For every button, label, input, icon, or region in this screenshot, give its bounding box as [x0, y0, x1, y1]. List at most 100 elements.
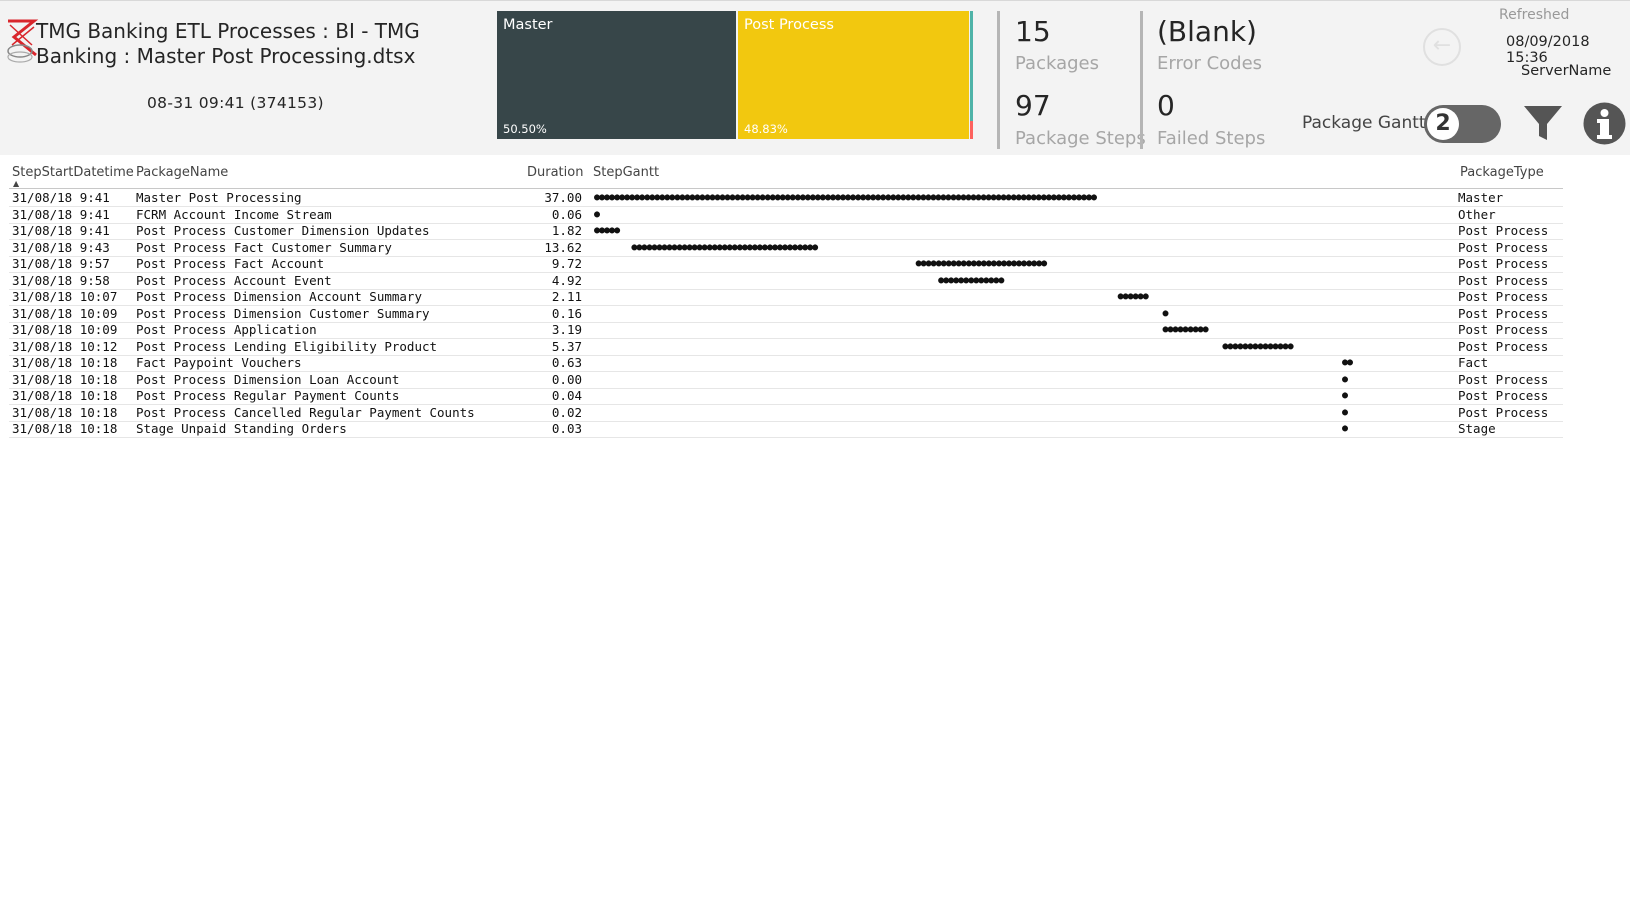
ssis-logo-icon	[7, 19, 39, 63]
page-title: TMG Banking ETL Processes : BI - TMG Ban…	[36, 19, 420, 68]
treemap-tile-small[interactable]	[970, 121, 973, 139]
cell-package-name: Post Process Dimension Account Summary	[136, 289, 422, 304]
divider	[997, 11, 1000, 149]
table-row[interactable]: 31/08/18 10:18 Post Process Regular Payme…	[9, 388, 1563, 405]
column-header-duration[interactable]: Duration	[527, 165, 584, 180]
cell-package-type: Post Process	[1458, 371, 1549, 387]
treemap-tile-percent: 48.83%	[744, 122, 788, 136]
package-type-treemap[interactable]: Master 50.50% Post Process 48.83%	[497, 11, 974, 139]
cell-package-type: Other	[1458, 206, 1496, 222]
cell-package-name: Post Process Fact Account	[136, 256, 325, 271]
cell-package-type: Post Process	[1458, 289, 1549, 304]
table-row[interactable]: 31/08/18 10:18 Fact Paypoint Vouchers 0.63…	[9, 355, 1563, 372]
cell-package-name: Post Process Cancelled Regular Payment C…	[136, 404, 475, 420]
cell-package-type: Post Process	[1458, 305, 1549, 321]
treemap-tile-other[interactable]	[970, 11, 973, 139]
treemap-tile-label: Master	[503, 17, 553, 33]
cell-start-datetime: 31/08/18 10:12	[12, 338, 118, 354]
treemap-tile-percent: 50.50%	[503, 122, 547, 136]
treemap-tile-post-process[interactable]: Post Process 48.83%	[738, 11, 969, 139]
cell-duration: 37.00	[544, 190, 582, 205]
cell-package-name: Post Process Customer Dimension Updates	[136, 223, 430, 238]
cell-start-datetime: 31/08/18 9:57	[12, 256, 110, 271]
treemap-tile-master[interactable]: Master 50.50%	[497, 11, 736, 139]
column-header-package[interactable]: PackageName	[136, 165, 229, 180]
refreshed-value: 08/09/2018 15:36	[1506, 34, 1590, 66]
table-row[interactable]: 31/08/18 9:58 Post Process Account Event 4…	[9, 273, 1563, 290]
package-gantt-label: Package Gantt	[1302, 113, 1426, 133]
cell-start-datetime: 31/08/18 10:18	[12, 421, 118, 436]
cell-duration: 4.92	[551, 272, 582, 288]
cell-duration: 0.02	[551, 404, 582, 420]
cell-step-gantt: ●	[1342, 406, 1348, 418]
cell-duration: 2.11	[551, 289, 582, 304]
table-row[interactable]: 31/08/18 10:12 Post Process Lending Eligi…	[9, 339, 1563, 356]
cell-step-gantt: ●	[1342, 373, 1348, 385]
cell-package-type: Post Process	[1458, 223, 1549, 238]
cell-duration: 0.06	[551, 206, 582, 222]
cell-start-datetime: 31/08/18 9:41	[12, 190, 110, 205]
cell-start-datetime: 31/08/18 9:43	[12, 239, 110, 255]
treemap-tile-label: Post Process	[744, 17, 834, 33]
table-row[interactable]: 31/08/18 10:18 Post Process Dimension Loa…	[9, 372, 1563, 389]
column-header-type[interactable]: PackageType	[1460, 165, 1544, 180]
package-gantt-toggle[interactable]: 2	[1424, 105, 1501, 143]
cell-duration: 0.16	[551, 305, 582, 321]
error-codes-label: Error Codes	[1157, 53, 1263, 74]
cell-step-gantt: ●	[1162, 307, 1168, 319]
table-row[interactable]: 31/08/18 10:18 Post Process Cancelled Reg…	[9, 405, 1563, 422]
table-row[interactable]: 31/08/18 9:41 Master Post Processing 37.00…	[9, 190, 1563, 207]
cell-start-datetime: 31/08/18 9:41	[12, 206, 110, 222]
cell-step-gantt: ●●●●●●●●●●●●●●	[1222, 340, 1293, 352]
cell-start-datetime: 31/08/18 10:18	[12, 371, 118, 387]
cell-start-datetime: 31/08/18 10:18	[12, 404, 118, 420]
filter-icon[interactable]	[1522, 102, 1564, 144]
cell-step-gantt: ●●●●●●	[1117, 291, 1149, 302]
cell-start-datetime: 31/08/18 10:09	[12, 322, 118, 337]
cell-start-datetime: 31/08/18 9:58	[12, 272, 110, 288]
cell-package-name: Post Process Lending Eligibility Product	[136, 338, 438, 354]
cell-start-datetime: 31/08/18 10:18	[12, 355, 118, 370]
cell-package-name: Master Post Processing	[136, 190, 302, 205]
cell-package-name: Post Process Application	[136, 322, 317, 337]
cell-step-gantt: ●	[594, 208, 600, 220]
cell-package-type: Post Process	[1458, 404, 1549, 420]
cell-package-name: Fact Paypoint Vouchers	[136, 355, 302, 370]
table-row[interactable]: 31/08/18 9:43 Post Process Fact Customer …	[9, 240, 1563, 257]
cell-step-gantt: ●●●●●	[594, 225, 620, 236]
failed-steps-label: Failed Steps	[1157, 128, 1266, 149]
refreshed-label: Refreshed	[1499, 7, 1570, 23]
table-row[interactable]: 31/08/18 10:18 Stage Unpaid Standing Orde…	[9, 421, 1563, 438]
table-row[interactable]: 31/08/18 10:07 Post Process Dimension Acc…	[9, 289, 1563, 306]
cell-package-name: Stage Unpaid Standing Orders	[136, 421, 347, 436]
cell-package-type: Fact	[1458, 355, 1489, 370]
cell-step-gantt: ●●●●●●●●●●●●●●●●●●●●●●●●●●●●●●●●●●●●●●●●…	[594, 192, 1097, 203]
table-row[interactable]: 31/08/18 10:09 Post Process Dimension Cus…	[9, 306, 1563, 323]
server-name: ServerName	[1521, 63, 1612, 79]
cell-package-name: Post Process Dimension Customer Summary	[136, 305, 430, 321]
cell-start-datetime: 31/08/18 10:18	[12, 388, 118, 403]
table-row[interactable]: 31/08/18 10:09 Post Process Application 3.…	[9, 322, 1563, 339]
info-icon[interactable]	[1583, 102, 1626, 145]
table-row[interactable]: 31/08/18 9:41 FCRM Account Income Stream 0…	[9, 207, 1563, 224]
back-arrow-icon[interactable]: ←	[1423, 28, 1461, 66]
column-header-gantt[interactable]: StepGantt	[593, 165, 660, 180]
table-row[interactable]: 31/08/18 9:41 Post Process Customer Dimen…	[9, 223, 1563, 240]
cell-package-type: Post Process	[1458, 239, 1549, 255]
error-codes-value: (Blank)	[1157, 15, 1257, 48]
run-identifier: 08-31 09:41 (374153)	[147, 94, 324, 112]
cell-package-type: Stage	[1458, 421, 1496, 436]
column-header-start[interactable]: StepStartDatetime	[12, 165, 134, 180]
table-row[interactable]: 31/08/18 9:57 Post Process Fact Account 9.…	[9, 256, 1563, 273]
cell-package-type: Post Process	[1458, 338, 1549, 354]
cell-duration: 0.63	[551, 355, 582, 370]
cell-duration: 13.62	[544, 239, 582, 255]
sort-ascending-icon: ▲	[13, 179, 20, 188]
cell-package-type: Post Process	[1458, 388, 1549, 403]
cell-duration: 0.04	[551, 388, 582, 403]
cell-step-gantt: ●●	[1342, 357, 1353, 368]
cell-package-name: Post Process Account Event	[136, 272, 332, 288]
cell-step-gantt: ●●●●●●●●●●●●●●●●●●●●●●●●●●	[915, 258, 1048, 269]
packages-count: 15	[1015, 15, 1051, 48]
package-steps-label: Package Steps	[1015, 128, 1146, 149]
